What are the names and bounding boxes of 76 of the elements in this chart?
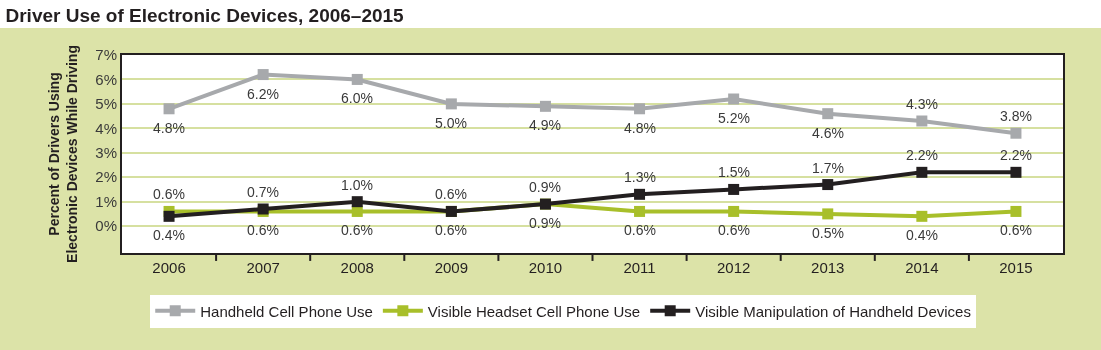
data-label: 2.2% — [1000, 147, 1032, 163]
x-tick-label: 2007 — [246, 259, 280, 276]
x-tick-label: 2006 — [152, 259, 186, 276]
point — [728, 183, 740, 195]
point — [728, 205, 740, 217]
data-label: 0.4% — [153, 227, 185, 243]
point — [916, 166, 928, 178]
y-tick-label: 6% — [95, 70, 117, 88]
data-label: 1.7% — [812, 160, 844, 176]
data-label: 4.9% — [529, 117, 561, 133]
y-tick-label: 3% — [95, 144, 117, 162]
point — [916, 210, 928, 222]
data-label: 0.6% — [435, 186, 467, 202]
x-tick-label: 2011 — [623, 259, 656, 276]
point — [822, 108, 834, 120]
data-label: 4.6% — [812, 125, 844, 141]
data-label: 0.6% — [1000, 222, 1032, 238]
x-tick-label: 2015 — [999, 259, 1033, 276]
y-axis-title: Percent of Drivers Using Electronic Devices While Driving — [46, 45, 81, 263]
point — [916, 115, 928, 127]
legend-label: Visible Headset Cell Phone Use — [427, 302, 641, 320]
point — [822, 208, 834, 220]
x-tick-label: 2012 — [716, 259, 751, 276]
x-tick-label: 2013 — [811, 259, 845, 276]
data-label: 4.3% — [906, 96, 938, 112]
data-label: 0.6% — [153, 186, 185, 202]
point — [1010, 166, 1022, 178]
data-label: 1.0% — [341, 177, 373, 193]
data-label: 5.2% — [718, 110, 750, 126]
point — [728, 93, 740, 105]
data-label: 0.6% — [624, 222, 656, 238]
data-label: 0.9% — [529, 179, 561, 195]
point — [351, 205, 363, 217]
x-tick-label: 2014 — [905, 259, 939, 276]
data-label: 0.5% — [812, 225, 844, 241]
y-tick-label: 1% — [95, 192, 117, 210]
data-label: 6.0% — [341, 90, 373, 106]
point — [634, 188, 646, 200]
legend-label: Handheld Cell Phone Use — [200, 302, 373, 320]
data-label: 4.8% — [153, 120, 185, 136]
y-tick-label: 4% — [95, 119, 117, 137]
point — [634, 103, 646, 115]
data-label: 4.8% — [624, 120, 656, 136]
data-label: 0.6% — [435, 222, 467, 238]
y-tick-label: 2% — [95, 168, 117, 186]
data-label: 1.5% — [718, 164, 750, 180]
point — [822, 179, 834, 191]
point — [634, 205, 646, 217]
data-label: 6.2% — [247, 86, 279, 102]
point — [163, 210, 175, 222]
point — [257, 69, 269, 81]
x-tick-label: 2009 — [434, 259, 469, 276]
point — [1010, 205, 1022, 217]
data-label: 0.4% — [906, 227, 938, 243]
data-label: 0.7% — [247, 184, 279, 200]
data-label: 0.6% — [247, 222, 279, 238]
legend-label: Visible Manipulation of Handheld Devices — [695, 302, 971, 320]
point — [445, 98, 457, 110]
y-tick-label: 5% — [95, 95, 117, 113]
data-label: 0.6% — [341, 222, 373, 238]
y-tick-label: 7% — [95, 46, 117, 64]
data-label: 1.3% — [624, 169, 656, 185]
point — [1010, 127, 1022, 139]
point — [163, 103, 175, 115]
y-tick-label: 0% — [95, 217, 117, 235]
x-tick-label: 2010 — [528, 259, 563, 276]
point — [351, 73, 363, 85]
data-label: 0.9% — [529, 215, 561, 231]
data-label: 2.2% — [906, 147, 938, 163]
data-label: 5.0% — [435, 115, 467, 131]
x-tick-label: 2008 — [340, 259, 374, 276]
data-label: 0.6% — [718, 222, 750, 238]
chart-title: Driver Use of Electronic Devices, 2006–2015 — [5, 5, 405, 27]
data-label: 3.8% — [1000, 108, 1032, 124]
point — [351, 196, 363, 208]
point — [539, 100, 551, 112]
